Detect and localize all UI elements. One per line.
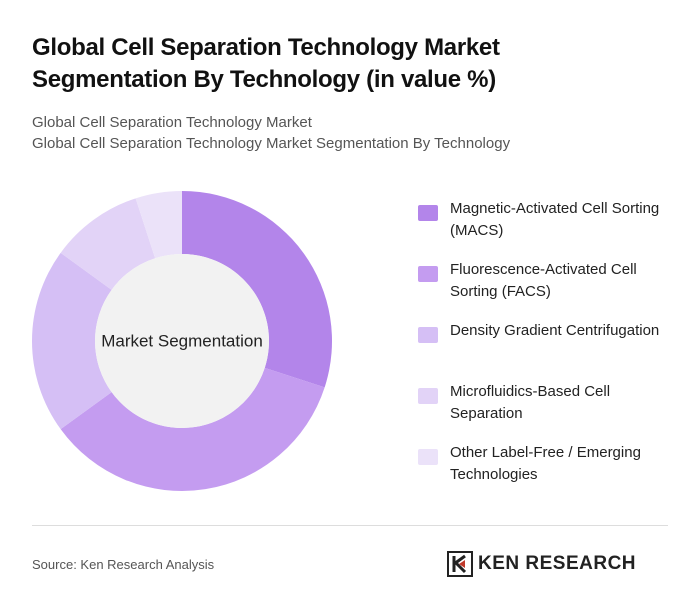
donut-slice <box>60 367 325 491</box>
legend-swatch <box>418 449 438 465</box>
legend-item: Fluorescence-Activated Cell Sorting (FAC… <box>418 259 668 320</box>
brand: KEN RESEARCH <box>478 553 637 574</box>
legend-item: Magnetic-Activated Cell Sorting (MACS) <box>418 198 668 259</box>
donut-slice <box>31 252 112 430</box>
legend-item: Density Gradient Centrifugation <box>418 320 668 381</box>
legend-swatch <box>418 388 438 404</box>
legend-label: Other Label-Free / Emerging Technologies <box>450 444 641 483</box>
center-label: Market Segmentation <box>101 331 263 350</box>
legend-label: Density Gradient Centrifugation <box>450 322 660 339</box>
donut-hole <box>95 254 269 428</box>
legend-swatch <box>418 205 438 221</box>
donut-slice <box>135 191 182 259</box>
legend-swatch <box>418 266 438 282</box>
brand-icon <box>447 551 473 577</box>
legend-label: Fluorescence-Activated Cell Sorting (FAC… <box>450 261 637 300</box>
donut-slice <box>182 191 332 388</box>
legend-item: Other Label-Free / Emerging Technologies <box>418 442 668 503</box>
legend-swatch <box>418 327 438 343</box>
chart-title: Global Cell Separation Technology Market… <box>32 34 500 93</box>
source: Source: Ken Research Analysis <box>32 557 215 572</box>
legend-item: Microfluidics-Based Cell Separation <box>418 381 668 442</box>
subtitle: Global Cell Separation Technology Market… <box>32 135 511 152</box>
legend: Magnetic-Activated Cell Sorting (MACS) Fl… <box>418 198 668 503</box>
divider <box>32 525 668 526</box>
subtitle: Global Cell Separation Technology Market <box>32 114 312 131</box>
legend-label: Magnetic-Activated Cell Sorting (MACS) <box>450 200 660 239</box>
legend-label: Microfluidics-Based Cell Separation <box>450 383 611 422</box>
donut-slice <box>60 198 156 290</box>
